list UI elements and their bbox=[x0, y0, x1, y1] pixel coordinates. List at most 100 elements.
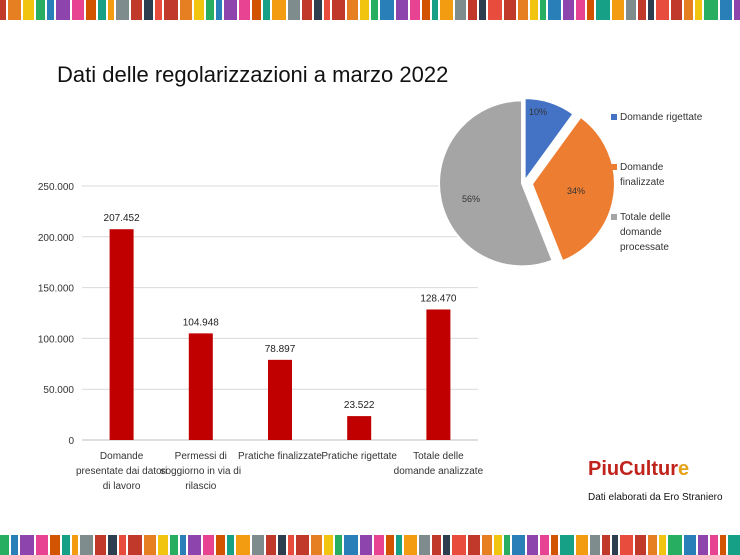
stripe-segment bbox=[164, 0, 178, 20]
logo-text-main: PiuCultur bbox=[588, 458, 678, 480]
stripe-segment bbox=[20, 535, 34, 555]
stripe-segment bbox=[170, 535, 178, 555]
stripe-segment bbox=[288, 0, 300, 20]
pie-data-label: 56% bbox=[462, 194, 480, 204]
top-decorative-stripe bbox=[0, 0, 740, 20]
bar-data-label: 23.522 bbox=[344, 400, 375, 411]
logo-text-accent: e bbox=[678, 458, 690, 480]
stripe-segment bbox=[440, 0, 453, 20]
stripe-segment bbox=[648, 535, 657, 555]
stripe-segment bbox=[698, 535, 708, 555]
stripe-segment bbox=[612, 535, 618, 555]
stripe-segment bbox=[419, 535, 430, 555]
stripe-segment bbox=[0, 535, 9, 555]
bar bbox=[347, 416, 372, 440]
stripe-segment bbox=[396, 535, 402, 555]
stripe-segment bbox=[360, 535, 372, 555]
stripe-segment bbox=[344, 535, 358, 555]
x-tick-label: Pratiche finalizzate bbox=[238, 451, 322, 462]
stripe-segment bbox=[86, 0, 96, 20]
stripe-segment bbox=[155, 0, 162, 20]
stripe-segment bbox=[695, 0, 702, 20]
stripe-segment bbox=[734, 0, 740, 20]
pie-slice bbox=[523, 97, 575, 185]
stripe-segment bbox=[252, 535, 264, 555]
stripe-segment bbox=[720, 0, 732, 20]
bar bbox=[268, 359, 292, 440]
legend-label: Domande rigettate bbox=[620, 112, 703, 123]
stripe-segment bbox=[527, 535, 538, 555]
stripe-segment bbox=[612, 0, 624, 20]
stripe-segment bbox=[23, 0, 34, 20]
stripe-segment bbox=[332, 0, 345, 20]
stripe-segment bbox=[80, 535, 93, 555]
stripe-segment bbox=[728, 535, 740, 555]
bottom-decorative-stripe bbox=[0, 535, 740, 555]
bar-data-label: 78.897 bbox=[265, 344, 296, 355]
stripe-segment bbox=[540, 535, 549, 555]
piucultura-logo: PiuCulture bbox=[588, 458, 689, 481]
x-tick-label: Domande presentate dai datori di lavoro bbox=[76, 451, 167, 492]
x-tick-label: Pratiche rigettate bbox=[321, 451, 397, 462]
stripe-segment bbox=[180, 0, 192, 20]
stripe-segment bbox=[704, 0, 718, 20]
stripe-segment bbox=[224, 0, 237, 20]
stripe-segment bbox=[638, 0, 646, 20]
stripe-segment bbox=[530, 0, 538, 20]
stripe-segment bbox=[72, 535, 78, 555]
pie-slice bbox=[530, 115, 616, 263]
stripe-segment bbox=[635, 535, 646, 555]
y-tick-label: 0 bbox=[68, 436, 74, 447]
legend-swatch bbox=[611, 164, 617, 170]
stripe-segment bbox=[576, 0, 585, 20]
stripe-segment bbox=[227, 535, 234, 555]
stripe-segment bbox=[488, 0, 502, 20]
bar bbox=[188, 333, 213, 440]
stripe-segment bbox=[302, 0, 312, 20]
stripe-segment bbox=[158, 535, 168, 555]
stripe-segment bbox=[95, 535, 106, 555]
bar-data-label: 207.452 bbox=[104, 213, 141, 224]
stripe-segment bbox=[432, 535, 441, 555]
stripe-segment bbox=[116, 0, 129, 20]
stripe-segment bbox=[119, 535, 126, 555]
stripe-segment bbox=[482, 535, 492, 555]
stripe-segment bbox=[396, 0, 408, 20]
stripe-segment bbox=[468, 0, 477, 20]
legend-swatch bbox=[611, 114, 617, 120]
stripe-segment bbox=[671, 0, 682, 20]
stripe-segment bbox=[266, 535, 276, 555]
stripe-segment bbox=[296, 535, 309, 555]
stripe-segment bbox=[108, 535, 117, 555]
stripe-segment bbox=[314, 0, 322, 20]
stripe-segment bbox=[602, 535, 610, 555]
stripe-segment bbox=[504, 535, 510, 555]
x-tick-label: Permessi di soggiorno in via di rilascio bbox=[160, 451, 241, 492]
stripe-segment bbox=[590, 535, 600, 555]
stripe-segment bbox=[62, 535, 70, 555]
stripe-segment bbox=[560, 535, 574, 555]
pie-data-label: 10% bbox=[529, 107, 547, 117]
stripe-segment bbox=[236, 535, 250, 555]
stripe-segment bbox=[468, 535, 480, 555]
stripe-segment bbox=[216, 0, 222, 20]
stripe-segment bbox=[648, 0, 654, 20]
stripe-segment bbox=[720, 535, 726, 555]
stripe-segment bbox=[371, 0, 378, 20]
stripe-segment bbox=[551, 535, 558, 555]
stripe-segment bbox=[311, 535, 322, 555]
stripe-segment bbox=[443, 535, 450, 555]
bar bbox=[426, 309, 451, 440]
stripe-segment bbox=[710, 535, 718, 555]
pie-data-label: 34% bbox=[567, 186, 585, 196]
y-tick-label: 250.000 bbox=[38, 182, 75, 193]
legend-swatch bbox=[611, 214, 617, 220]
stripe-segment bbox=[194, 0, 204, 20]
stripe-segment bbox=[659, 535, 666, 555]
stripe-segment bbox=[324, 0, 330, 20]
stripe-segment bbox=[180, 535, 186, 555]
source-credit: Dati elaborati da Ero Straniero bbox=[588, 492, 723, 503]
stripe-segment bbox=[684, 0, 693, 20]
stripe-segment bbox=[278, 535, 286, 555]
